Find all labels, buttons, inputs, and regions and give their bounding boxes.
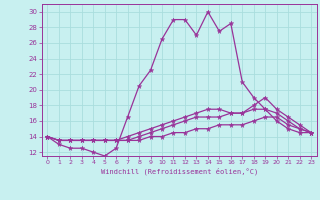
X-axis label: Windchill (Refroidissement éolien,°C): Windchill (Refroidissement éolien,°C) xyxy=(100,168,258,175)
